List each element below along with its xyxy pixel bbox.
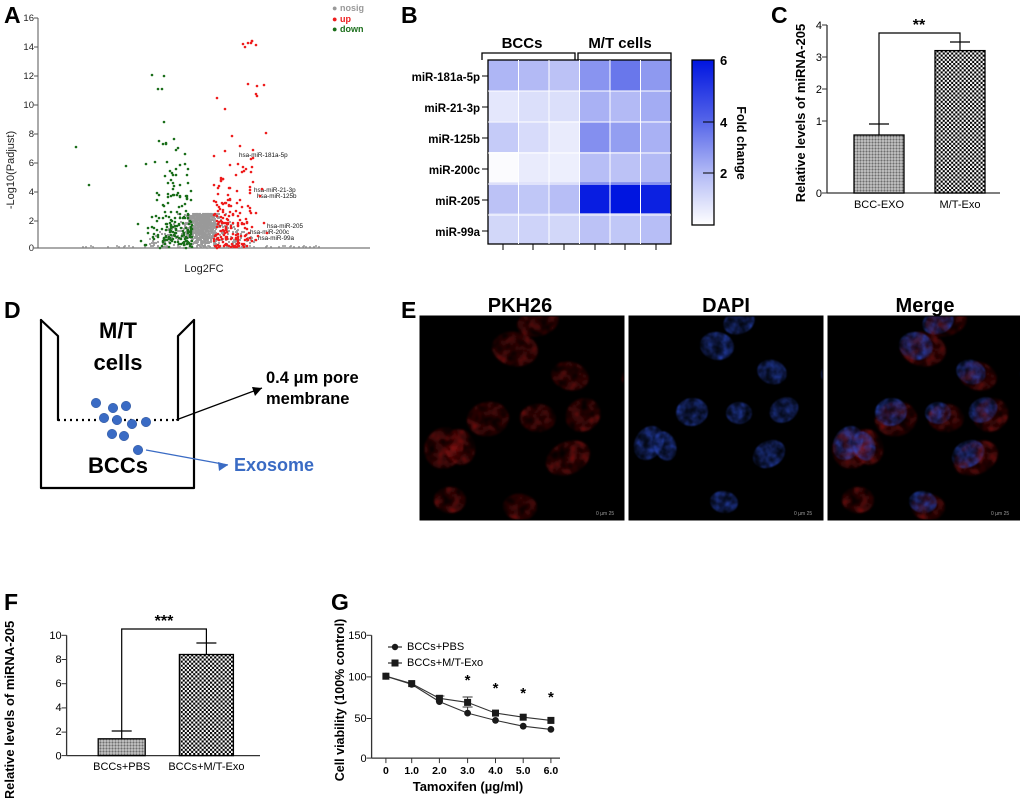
- svg-text:2: 2: [55, 726, 61, 738]
- svg-text:0: 0: [816, 188, 822, 200]
- svg-text:12: 12: [23, 71, 34, 82]
- svg-text:2: 2: [720, 166, 727, 181]
- svg-text:miR-21-3p: miR-21-3p: [424, 103, 480, 115]
- svg-text:Tamoxifen (µg/ml): Tamoxifen (µg/ml): [413, 779, 524, 794]
- svg-text:membrane: membrane: [266, 390, 349, 408]
- svg-text:Relative levels of miRNA-205: Relative levels of miRNA-205: [2, 621, 17, 798]
- svg-text:Fold change: Fold change: [734, 106, 748, 180]
- svg-text:10: 10: [23, 100, 34, 111]
- svg-text:1: 1: [816, 116, 822, 128]
- svg-text:miR-205: miR-205: [435, 196, 480, 208]
- svg-text:5.0: 5.0: [516, 765, 531, 777]
- svg-text:50: 50: [354, 713, 366, 725]
- svg-text:14: 14: [23, 42, 34, 53]
- svg-text:Exosome: Exosome: [234, 455, 314, 475]
- svg-text:Cell viability (100% control): Cell viability (100% control): [333, 619, 347, 782]
- svg-text:3.0: 3.0: [460, 765, 475, 777]
- svg-text:4.0: 4.0: [488, 765, 503, 777]
- svg-text:BCCs+M/T-Exo: BCCs+M/T-Exo: [168, 761, 244, 773]
- svg-text:0: 0: [55, 751, 61, 763]
- svg-text:6: 6: [29, 158, 34, 169]
- svg-text:BCCs+PBS: BCCs+PBS: [407, 641, 464, 653]
- svg-text:Log2FC: Log2FC: [184, 263, 223, 275]
- svg-text:3: 3: [816, 52, 822, 64]
- svg-text:2: 2: [816, 84, 822, 96]
- svg-text:0 µm 25: 0 µm 25: [991, 511, 1009, 517]
- svg-text:miR-181a-5p: miR-181a-5p: [412, 72, 480, 84]
- svg-text:0: 0: [360, 753, 366, 765]
- svg-text:2.0: 2.0: [432, 765, 447, 777]
- svg-text:cells: cells: [94, 350, 143, 375]
- svg-text:miR-99a: miR-99a: [435, 227, 480, 239]
- svg-text:4: 4: [720, 115, 728, 130]
- svg-text:150: 150: [348, 630, 366, 642]
- svg-text:6: 6: [720, 53, 727, 68]
- svg-text:M/T: M/T: [99, 318, 137, 343]
- svg-text:8: 8: [55, 654, 61, 666]
- svg-text:BCC-EXO: BCC-EXO: [854, 199, 905, 211]
- svg-text:*: *: [520, 685, 526, 702]
- svg-text:Merge: Merge: [896, 295, 955, 317]
- svg-text:4: 4: [55, 702, 61, 714]
- svg-text:PKH26: PKH26: [488, 295, 552, 317]
- svg-text:0: 0: [29, 243, 34, 254]
- svg-text:6: 6: [55, 678, 61, 690]
- svg-text:0.4 μm pore: 0.4 μm pore: [266, 369, 359, 387]
- svg-text:-Log10(Padjust): -Log10(Padjust): [5, 131, 17, 209]
- svg-text:100: 100: [348, 672, 366, 684]
- svg-text:8: 8: [29, 129, 34, 140]
- svg-text:*: *: [548, 689, 554, 706]
- svg-text:4: 4: [29, 187, 34, 198]
- svg-text:0 µm 25: 0 µm 25: [794, 511, 812, 517]
- svg-text:2: 2: [29, 216, 34, 227]
- svg-text:BCCs+PBS: BCCs+PBS: [93, 761, 150, 773]
- svg-text:miR-200c: miR-200c: [429, 165, 481, 177]
- svg-text:*: *: [465, 672, 471, 689]
- svg-text:16: 16: [23, 13, 34, 24]
- svg-text:10: 10: [49, 630, 61, 642]
- svg-text:6.0: 6.0: [544, 765, 559, 777]
- svg-text:DAPI: DAPI: [702, 295, 750, 317]
- svg-text:BCCs+M/T-Exo: BCCs+M/T-Exo: [407, 657, 483, 669]
- svg-text:hsa-miR-99a: hsa-miR-99a: [258, 235, 295, 242]
- svg-text:hsa-miR-125b: hsa-miR-125b: [257, 193, 297, 200]
- svg-text:***: ***: [155, 613, 174, 630]
- svg-text:*: *: [493, 680, 499, 697]
- svg-text:M/T cells: M/T cells: [588, 35, 651, 52]
- svg-text:**: **: [913, 17, 926, 34]
- svg-text:M/T-Exo: M/T-Exo: [940, 199, 981, 211]
- svg-text:hsa-miR-181a-5p: hsa-miR-181a-5p: [239, 152, 288, 159]
- svg-text:miR-125b: miR-125b: [428, 134, 480, 146]
- svg-text:4: 4: [816, 20, 822, 32]
- svg-text:BCCs: BCCs: [88, 453, 148, 478]
- svg-text:BCCs: BCCs: [502, 35, 543, 52]
- svg-text:Relative levels of miRNA-205: Relative levels of miRNA-205: [793, 24, 808, 202]
- svg-text:1.0: 1.0: [404, 765, 419, 777]
- svg-text:0: 0: [383, 765, 389, 777]
- svg-text:0 µm 25: 0 µm 25: [596, 511, 614, 517]
